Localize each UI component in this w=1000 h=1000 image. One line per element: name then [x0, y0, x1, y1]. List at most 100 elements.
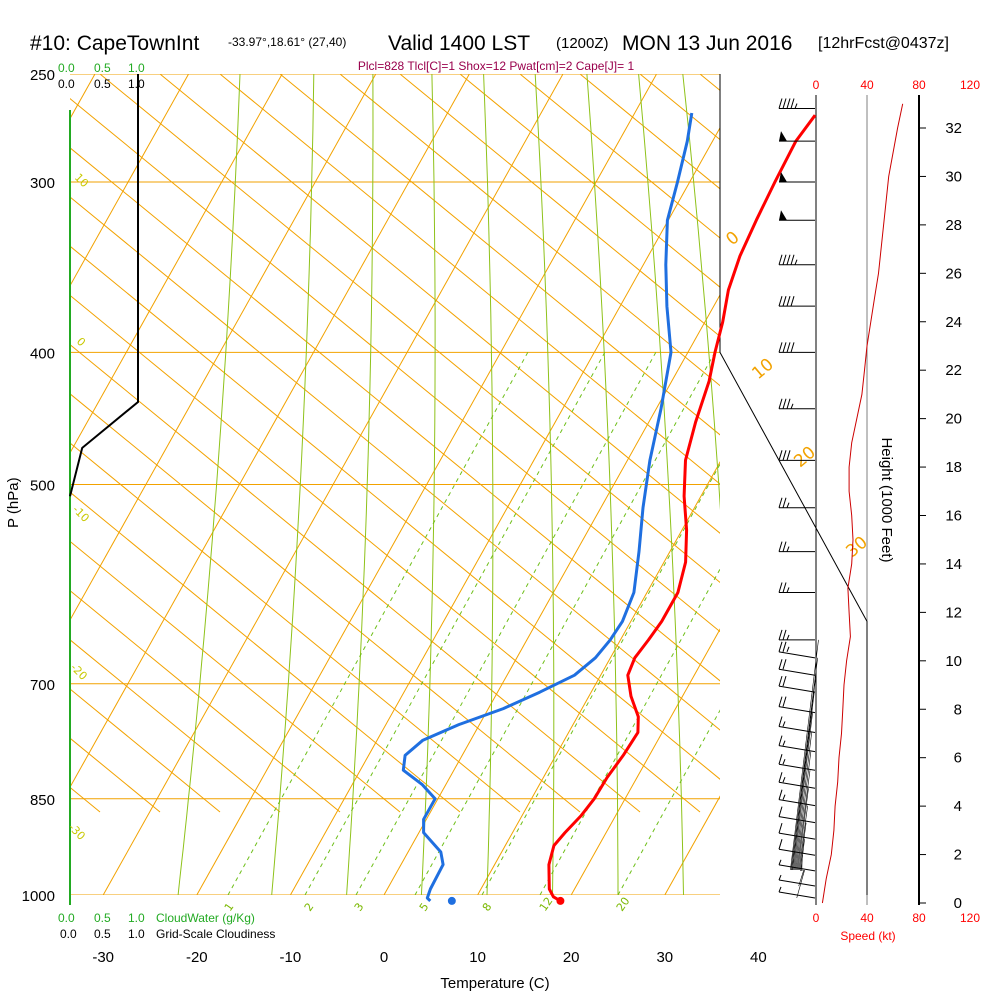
- wind-barb: [778, 735, 816, 753]
- mixing-ratio-line: [617, 709, 720, 895]
- temperature-tick-label: 0: [380, 949, 388, 966]
- wind-barb: [778, 450, 815, 461]
- pressure-tick-label: 700: [30, 677, 55, 694]
- moist-adiabat-line: [177, 74, 241, 895]
- right-axis-label: Height (1000 Feet): [878, 437, 895, 562]
- wind-barb-feather: [778, 659, 783, 670]
- wind-barb-feather: [786, 254, 791, 265]
- wind-barb-feather: [778, 342, 783, 353]
- mixing-ratio-line: [539, 568, 720, 895]
- wind-barb-feather: [778, 641, 783, 652]
- chart-header: #10: CapeTownInt -33.97°,18.61° (27,40) …: [30, 32, 949, 73]
- wind-barb-feather: [778, 754, 783, 765]
- wind-barb-half: [786, 634, 790, 641]
- dry-adiabat-line: [70, 294, 701, 813]
- wind-barb: [778, 806, 816, 824]
- hodograph-trace: [790, 639, 819, 871]
- wind-barb: [778, 582, 815, 593]
- dry-adiabat-line: [459, 74, 720, 288]
- cloudiness-profile: [69, 74, 139, 497]
- isotherm-line: [70, 74, 283, 454]
- wind-barb-flag: [779, 131, 787, 142]
- pressure-tick-label: 850: [30, 792, 55, 809]
- speed-axis-label: Speed (kt): [840, 929, 895, 943]
- dry-adiabat-line: [219, 74, 720, 485]
- height-tick-label: 0: [954, 895, 962, 912]
- isotherm-label: 30: [842, 533, 871, 562]
- wind-barb-staff: [778, 706, 816, 714]
- moist-adiabat-line: [638, 74, 684, 895]
- hodograph-trace: [793, 712, 813, 871]
- wind-barb-feather: [778, 629, 783, 641]
- wind-barb-half: [786, 502, 790, 508]
- moist-adiabat-line: [534, 74, 555, 895]
- wind-barb-feather: [786, 342, 791, 353]
- axes: P (hPa) Temperature (C) Height (1000 Fee…: [5, 61, 980, 992]
- speed-top-tick-1: 40: [860, 78, 874, 92]
- wind-barb: [778, 541, 815, 553]
- height-tick-label: 26: [945, 265, 962, 282]
- wind-barb-feather: [778, 696, 783, 707]
- speed-top-tick-2: 80: [912, 78, 926, 92]
- wind-barb-flag: [779, 171, 787, 182]
- background-lines: [0, 74, 1000, 905]
- cloud-top-green-0: 0.0: [58, 61, 75, 75]
- valid-date: MON 13 Jun 2016: [622, 32, 792, 55]
- isotherm-line: [70, 74, 189, 287]
- forecast-info: [12hrFcst@0437z]: [818, 35, 949, 52]
- wind-barb-feather: [782, 582, 787, 593]
- moist-adiabat-line: [346, 74, 374, 895]
- dry-adiabat-line: [70, 540, 401, 813]
- wind-barb-feather: [790, 342, 795, 353]
- dry-adiabat-label: 10: [72, 171, 91, 190]
- wind-barb-feather: [782, 676, 787, 687]
- wind-barb-half: [790, 403, 794, 409]
- hodograph-trace: [800, 869, 803, 872]
- wind-barb-staff: [778, 799, 816, 807]
- dry-adiabat-line: [70, 639, 281, 813]
- wind-barb: [778, 254, 815, 266]
- pressure-tick-label: 400: [30, 345, 55, 362]
- isotherm-line: [70, 74, 470, 789]
- dry-adiabat-line: [70, 245, 720, 780]
- isotherm-line: [570, 628, 720, 895]
- pressure-tick-label: 500: [30, 478, 55, 495]
- isotherm-label: 10: [748, 355, 777, 384]
- wind-barb-feather: [778, 716, 783, 727]
- moist-adiabat-line: [586, 74, 619, 895]
- wind-barb-feather: [782, 497, 787, 508]
- cloud-bottom-green-0: 0.0: [58, 911, 75, 925]
- hodograph-trace: [790, 657, 818, 871]
- height-tick-label: 32: [945, 120, 962, 137]
- cloud-bottom-green-2: 1.0: [128, 911, 145, 925]
- wind-barb-half: [782, 740, 786, 746]
- speed-top-tick-3: 120: [960, 78, 980, 92]
- temperature-tick-label: 40: [750, 949, 767, 966]
- mixing-ratio-label: 5: [417, 901, 432, 914]
- mixing-ratio-label: 3: [352, 901, 367, 914]
- wind-speed-profile: [821, 103, 904, 904]
- wind-barb-half: [794, 103, 798, 109]
- isotherm-label: 0: [722, 228, 743, 250]
- wind-barb-feather: [778, 98, 783, 109]
- dry-adiabat-line: [820, 74, 1000, 812]
- wind-barb-staff: [778, 781, 816, 789]
- pressure-tick-label: 250: [30, 67, 55, 84]
- surface-dewpoint-marker: [447, 896, 456, 905]
- pressure-tick-label: 1000: [22, 888, 55, 905]
- dry-adiabat-line: [399, 74, 720, 338]
- isotherm-line: [852, 74, 1000, 895]
- cloud-bottom-black-2: 1.0: [128, 927, 145, 941]
- wind-barb: [778, 789, 816, 807]
- wind-barb: [779, 131, 815, 142]
- x-axis-label: Temperature (C): [440, 975, 549, 992]
- isotherm-line: [0, 74, 1, 895]
- wind-barb: [778, 296, 815, 307]
- wind-barb: [779, 171, 815, 183]
- mixing-ratio-line: [355, 351, 657, 895]
- dry-adiabat-line: [339, 74, 720, 387]
- dry-adiabat-line: [70, 589, 341, 813]
- moist-adiabat-line: [483, 74, 494, 895]
- wind-barb-staff: [778, 763, 816, 771]
- mixing-ratio-label: 8: [480, 901, 495, 914]
